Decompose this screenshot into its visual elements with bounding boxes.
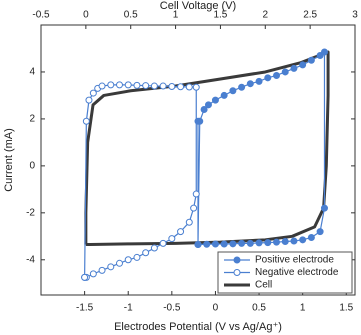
x2-axis-title: Cell Voltage (V) [160, 0, 236, 12]
data-point [264, 239, 272, 247]
x-tick-label: -1.5 [76, 303, 94, 314]
data-point [246, 239, 254, 247]
data-point [194, 241, 202, 249]
legend-marker [233, 269, 241, 276]
data-point [290, 237, 298, 245]
data-point [320, 48, 328, 56]
data-point [204, 101, 212, 109]
data-point [307, 56, 315, 64]
x-tick-label: 1.5 [339, 303, 353, 314]
x-tick-label: -1 [124, 303, 133, 314]
data-point [273, 238, 280, 246]
data-point [203, 240, 211, 248]
data-point [320, 204, 328, 212]
data-point [281, 68, 289, 76]
data-point [190, 204, 198, 212]
data-point [98, 266, 106, 274]
y-tick-label: -4 [26, 254, 35, 265]
data-point [82, 117, 90, 125]
y-axis-title: Current (mA) [3, 128, 15, 192]
legend-label: Cell [255, 280, 272, 291]
data-point [200, 106, 208, 114]
data-point [316, 228, 324, 236]
data-point [159, 239, 167, 247]
x2-tick-label: 2 [263, 10, 269, 21]
y-tick-label: 2 [29, 114, 35, 125]
legend-label: Positive electrode [255, 255, 334, 266]
data-point [150, 82, 158, 90]
data-point [238, 83, 246, 91]
legend-label: Negative electrode [255, 267, 339, 278]
x2-tick-label: 0.5 [124, 10, 138, 21]
x2-tick-label: 0 [83, 10, 89, 21]
data-point [124, 256, 132, 264]
data-point [116, 81, 123, 89]
data-point [211, 240, 219, 248]
data-point [238, 239, 246, 247]
y-tick-label: -2 [26, 207, 35, 218]
data-point [229, 87, 237, 95]
x-tick-label: 1 [300, 303, 306, 314]
data-point [150, 244, 158, 252]
data-point [220, 91, 228, 99]
x-tick-label: -0.5 [163, 303, 181, 314]
y-tick-label: 4 [29, 67, 35, 78]
plot-frame [40, 24, 356, 296]
data-point [107, 263, 115, 271]
data-point [246, 80, 254, 88]
x2-tick-label: 1 [173, 10, 179, 21]
data-point [192, 83, 200, 91]
data-point [159, 82, 167, 90]
series-line [84, 84, 197, 278]
data-point [281, 237, 289, 245]
data-point [107, 81, 115, 89]
data-point [142, 249, 150, 257]
data-point [273, 71, 280, 79]
data-point [307, 233, 315, 241]
data-point [316, 52, 324, 60]
data-point [229, 240, 237, 248]
data-point [177, 228, 185, 236]
data-point [177, 83, 185, 91]
x2-tick-label: 3 [352, 10, 358, 21]
data-point [133, 81, 141, 89]
data-point [116, 259, 123, 267]
data-point [290, 64, 298, 72]
x2-tick-label: 1.5 [213, 10, 227, 21]
data-point [185, 83, 193, 91]
data-point [168, 83, 176, 91]
data-point [133, 253, 141, 261]
data-point [299, 61, 307, 69]
data-point [89, 270, 97, 278]
data-point [255, 239, 263, 247]
x-tick-label: 0.5 [252, 303, 266, 314]
data-point [264, 74, 272, 82]
data-point [81, 273, 89, 281]
data-point [85, 96, 93, 104]
data-point [98, 82, 106, 90]
data-point [124, 81, 132, 89]
data-point [142, 82, 150, 90]
legend-marker [233, 256, 241, 264]
x2-tick-label: -0.5 [32, 10, 50, 21]
data-point [185, 218, 193, 226]
data-point [220, 240, 228, 248]
data-point [211, 96, 219, 104]
x2-tick-label: 2.5 [303, 10, 317, 21]
data-point [299, 236, 307, 244]
y-tick-label: 0 [29, 161, 35, 172]
x-tick-label: 0 [213, 303, 219, 314]
x-axis-title: Electrodes Potential (V vs Ag/Ag⁺) [114, 321, 282, 333]
data-point [192, 190, 200, 198]
series-line [84, 50, 330, 247]
data-point [89, 89, 97, 97]
data-point [168, 235, 176, 243]
data-point [255, 77, 263, 85]
